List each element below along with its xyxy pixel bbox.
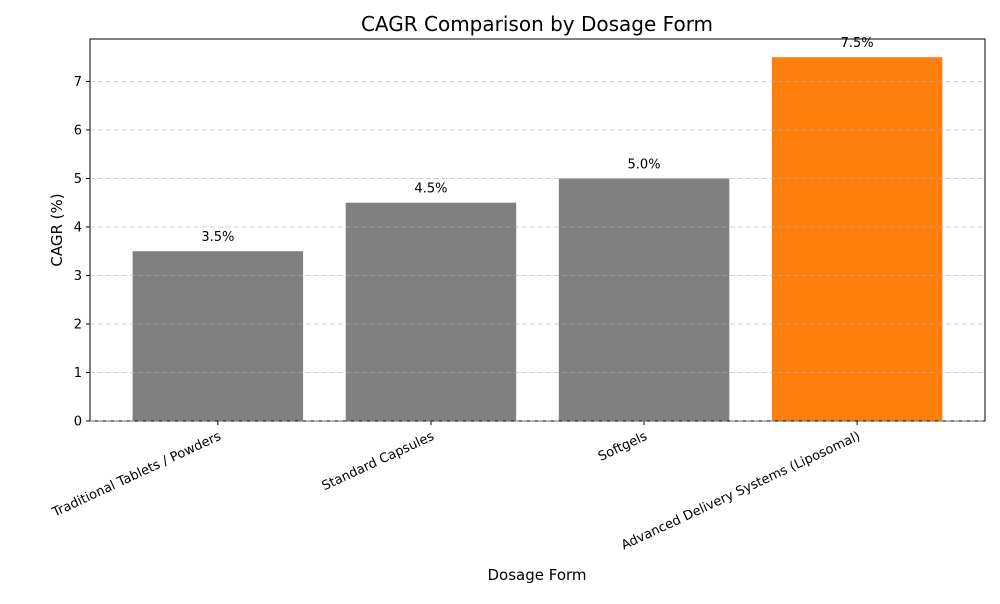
bar: [558, 178, 730, 421]
data-label: 5.0%: [628, 157, 661, 172]
data-label: 7.5%: [841, 36, 874, 51]
x-tick-label: Advanced Delivery Systems (Liposomal): [619, 429, 863, 553]
chart-title: CAGR Comparison by Dosage Form: [361, 12, 713, 36]
x-tick-label: Standard Capsules: [320, 429, 437, 494]
y-tick-label: 0: [74, 415, 82, 430]
x-tick-label: Softgels: [596, 429, 650, 465]
y-tick-label: 6: [74, 123, 82, 138]
y-tick-label: 4: [74, 220, 82, 235]
bar: [345, 202, 517, 421]
x-axis-label: Dosage Form: [487, 566, 586, 584]
x-tick-label: Traditional Tablets / Powders: [49, 429, 223, 521]
y-tick-label: 5: [74, 172, 82, 187]
bar: [771, 57, 943, 421]
bar: [132, 251, 304, 421]
plot-frame: [89, 38, 986, 422]
data-label: 3.5%: [201, 230, 234, 245]
y-tick-label: 1: [74, 366, 82, 381]
y-axis-label: CAGR (%): [48, 193, 66, 266]
data-label: 4.5%: [414, 182, 447, 197]
y-tick-label: 2: [74, 317, 82, 332]
y-tick-label: 7: [74, 75, 82, 90]
y-tick-label: 3: [74, 269, 82, 284]
